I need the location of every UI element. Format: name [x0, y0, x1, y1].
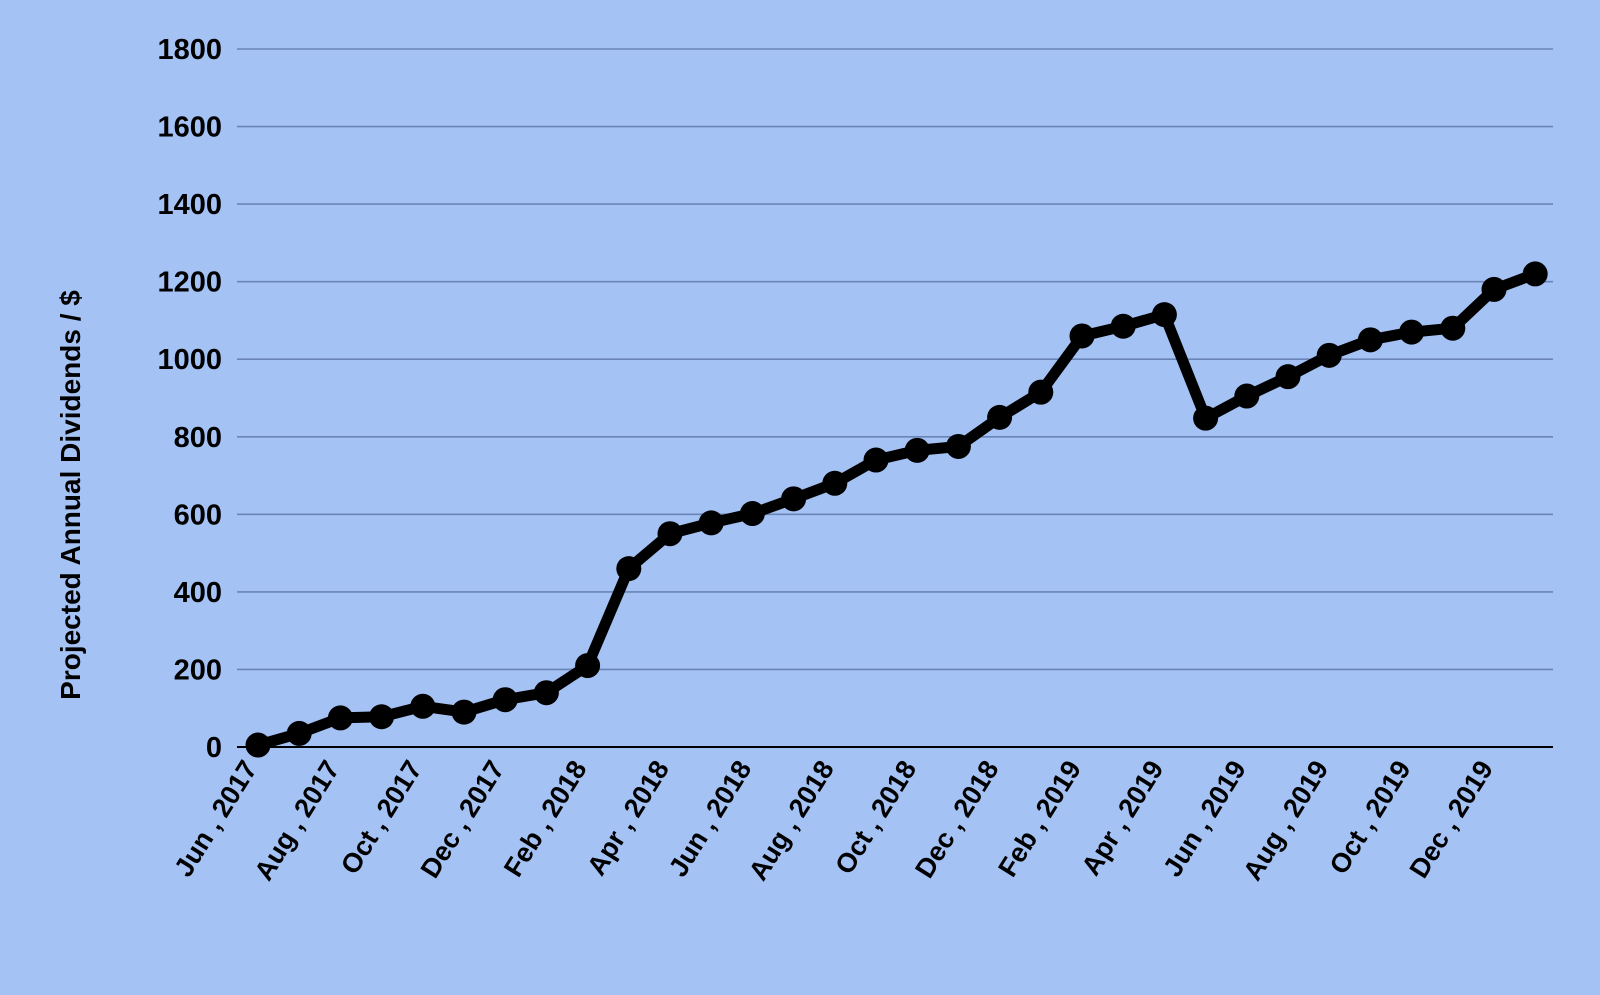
data-point	[822, 470, 848, 496]
y-tick-label: 1800	[157, 34, 222, 66]
data-point	[863, 447, 889, 473]
y-tick-label: 1000	[157, 344, 222, 376]
data-point	[616, 556, 642, 582]
data-point	[286, 720, 312, 746]
y-tick-label: 1200	[157, 267, 222, 299]
data-point	[533, 680, 559, 706]
y-tick-label: 1600	[157, 112, 222, 144]
data-point	[492, 687, 518, 713]
y-tick-label: 400	[174, 577, 222, 609]
data-point	[1275, 364, 1301, 390]
data-point	[1440, 315, 1466, 341]
data-point	[1481, 276, 1507, 302]
data-point	[369, 704, 395, 730]
data-point	[1522, 261, 1548, 287]
gridlines	[237, 48, 1553, 671]
data-point	[987, 404, 1013, 430]
data-point	[1151, 302, 1177, 328]
data-point	[1399, 319, 1425, 345]
data-point	[575, 653, 601, 679]
data-point	[781, 486, 807, 512]
data-point	[945, 433, 971, 459]
data-point	[1316, 342, 1342, 368]
y-tick-label: 800	[174, 422, 222, 454]
y-axis-tick-labels: 0 200 400 600 800 1000 1200 1400 1600 1800	[157, 34, 222, 764]
data-point	[245, 732, 271, 758]
y-tick-label: 600	[174, 499, 222, 531]
series-markers	[245, 261, 1548, 758]
data-point	[698, 510, 724, 536]
y-tick-label: 1400	[157, 189, 222, 221]
data-point	[1193, 405, 1219, 431]
data-point	[451, 699, 477, 725]
data-point	[1234, 383, 1260, 409]
data-point	[410, 693, 436, 719]
data-point	[1110, 313, 1136, 339]
data-point	[1028, 379, 1054, 405]
data-point	[1069, 323, 1095, 349]
y-tick-label: 0	[206, 732, 222, 764]
data-point	[904, 437, 930, 463]
y-axis-title: Projected Annual Dividends / $	[55, 290, 86, 700]
y-tick-label: 200	[174, 654, 222, 686]
data-point	[739, 501, 765, 527]
data-point	[327, 705, 353, 731]
data-point	[657, 521, 683, 547]
data-point	[1357, 327, 1383, 353]
